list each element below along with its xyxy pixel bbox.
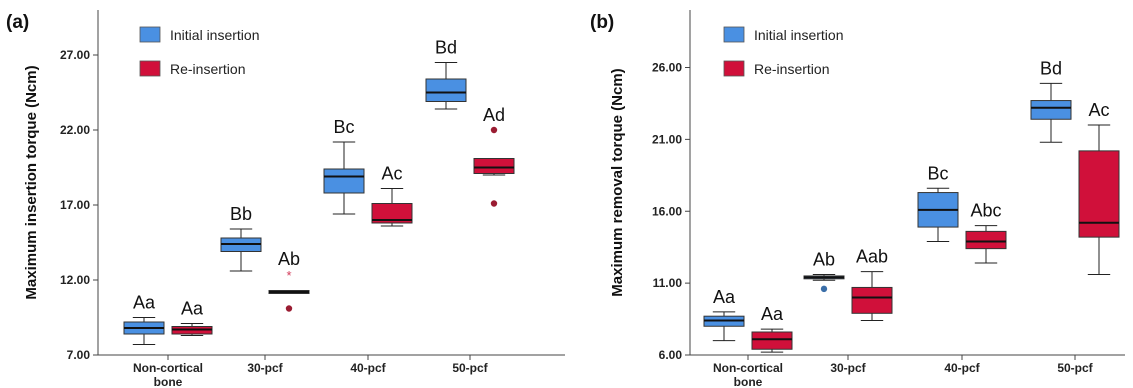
y-tick-label: 22.00 <box>60 123 90 137</box>
legend-swatch <box>139 60 161 77</box>
box: Ac <box>371 164 413 227</box>
x-tick-label-line: 50-pcf <box>452 361 488 375</box>
outlier-point <box>490 126 498 134</box>
box-body <box>323 168 365 194</box>
y-tick-label: 12.00 <box>60 273 90 287</box>
x-tick-label: Non-cortical bone <box>713 361 783 388</box>
y-tick-label: 16.00 <box>652 204 682 218</box>
x-tick-label: 40-pcf <box>944 361 980 375</box>
significance-label: Aa <box>181 299 204 319</box>
box: Bc <box>917 163 959 242</box>
significance-label: Abc <box>970 201 1001 221</box>
x-tick-label-line: 30-pcf <box>247 361 283 375</box>
significance-label: Ac <box>381 164 402 184</box>
x-tick-label-line: 50-pcf <box>1057 361 1093 375</box>
box: Abc <box>965 201 1007 264</box>
box: Bd <box>1030 58 1072 143</box>
box-body <box>1078 150 1120 238</box>
significance-label: Bc <box>333 117 354 137</box>
box-body <box>1030 100 1072 120</box>
y-axis-label: Maximum insertion torque (Ncm) <box>23 65 40 299</box>
box: Aa <box>171 299 213 336</box>
box: Aa <box>123 293 165 345</box>
significance-label: Ab <box>813 250 835 270</box>
significance-label: Ab <box>278 249 300 269</box>
x-tick-label-line: Non-cortical <box>713 361 783 375</box>
x-tick-label: 50-pcf <box>1057 361 1093 375</box>
significance-label: Aa <box>761 304 784 324</box>
x-tick-label: Non-cortical bone <box>133 361 203 388</box>
x-tick-label-line: 40-pcf <box>350 361 386 375</box>
x-tick-label-line: bone <box>154 375 183 388</box>
x-tick-label-line: Non-cortical <box>133 361 203 375</box>
y-axis-label: Maximum removal torque (Ncm) <box>609 68 626 296</box>
box-body <box>425 78 467 102</box>
significance-label: Bb <box>230 204 252 224</box>
y-tick-label: 21.00 <box>652 132 682 146</box>
box: Aa <box>751 304 793 353</box>
y-tick-label: 6.00 <box>659 348 683 362</box>
x-tick-label: 30-pcf <box>247 361 283 375</box>
significance-label: Bd <box>1040 58 1062 78</box>
significance-label: Aab <box>856 247 888 267</box>
box: *Ab <box>268 249 310 312</box>
y-tick-label: 17.00 <box>60 198 90 212</box>
box: Aa <box>703 287 745 342</box>
y-tick-label: 7.00 <box>67 348 91 362</box>
x-tick-label-line: bone <box>734 375 763 388</box>
extreme-point: * <box>286 268 291 283</box>
x-tick-label: 40-pcf <box>350 361 386 375</box>
x-tick-label: 30-pcf <box>830 361 866 375</box>
legend-label: Re-insertion <box>754 61 829 77</box>
legend-label: Initial insertion <box>754 27 844 43</box>
box-body <box>965 230 1007 250</box>
box-body <box>473 158 515 174</box>
significance-label: Ac <box>1088 100 1109 120</box>
box: Ac <box>1078 100 1120 275</box>
box: Bc <box>323 117 365 215</box>
x-tick-label-line: 40-pcf <box>944 361 980 375</box>
panel-label: (a) <box>6 12 29 33</box>
outlier-point <box>820 285 828 293</box>
significance-label: Bc <box>927 163 948 183</box>
legend-label: Initial insertion <box>170 27 260 43</box>
box: Bd <box>425 38 467 110</box>
box: Aab <box>851 247 893 321</box>
significance-label: Aa <box>133 293 156 313</box>
significance-label: Aa <box>713 287 736 307</box>
box-body <box>851 286 893 314</box>
significance-label: Ad <box>483 105 505 125</box>
box: Bb <box>220 204 262 272</box>
significance-label: Bd <box>435 38 457 58</box>
x-tick-label: 50-pcf <box>452 361 488 375</box>
legend-swatch <box>723 26 745 43</box>
box: Ad <box>473 105 515 207</box>
y-tick-label: 27.00 <box>60 48 90 62</box>
legend-label: Re-insertion <box>170 61 245 77</box>
x-tick-label-line: 30-pcf <box>830 361 866 375</box>
y-tick-label: 26.00 <box>652 61 682 75</box>
box-body <box>751 331 793 350</box>
outlier-point <box>490 200 498 207</box>
y-tick-label: 11.00 <box>653 276 683 290</box>
outlier-point <box>285 305 293 312</box>
panel-label: (b) <box>590 12 614 33</box>
box: Ab <box>803 250 845 293</box>
panel-a: (a) Maximum insertion torque (Ncm) 7.00 12.… <box>6 10 565 388</box>
legend-swatch <box>139 26 161 43</box>
legend-swatch <box>723 60 745 77</box>
box-body <box>371 203 413 224</box>
panel-b: (b) Maximum removal torque (Ncm) 6.00 11.00… <box>590 10 1125 388</box>
